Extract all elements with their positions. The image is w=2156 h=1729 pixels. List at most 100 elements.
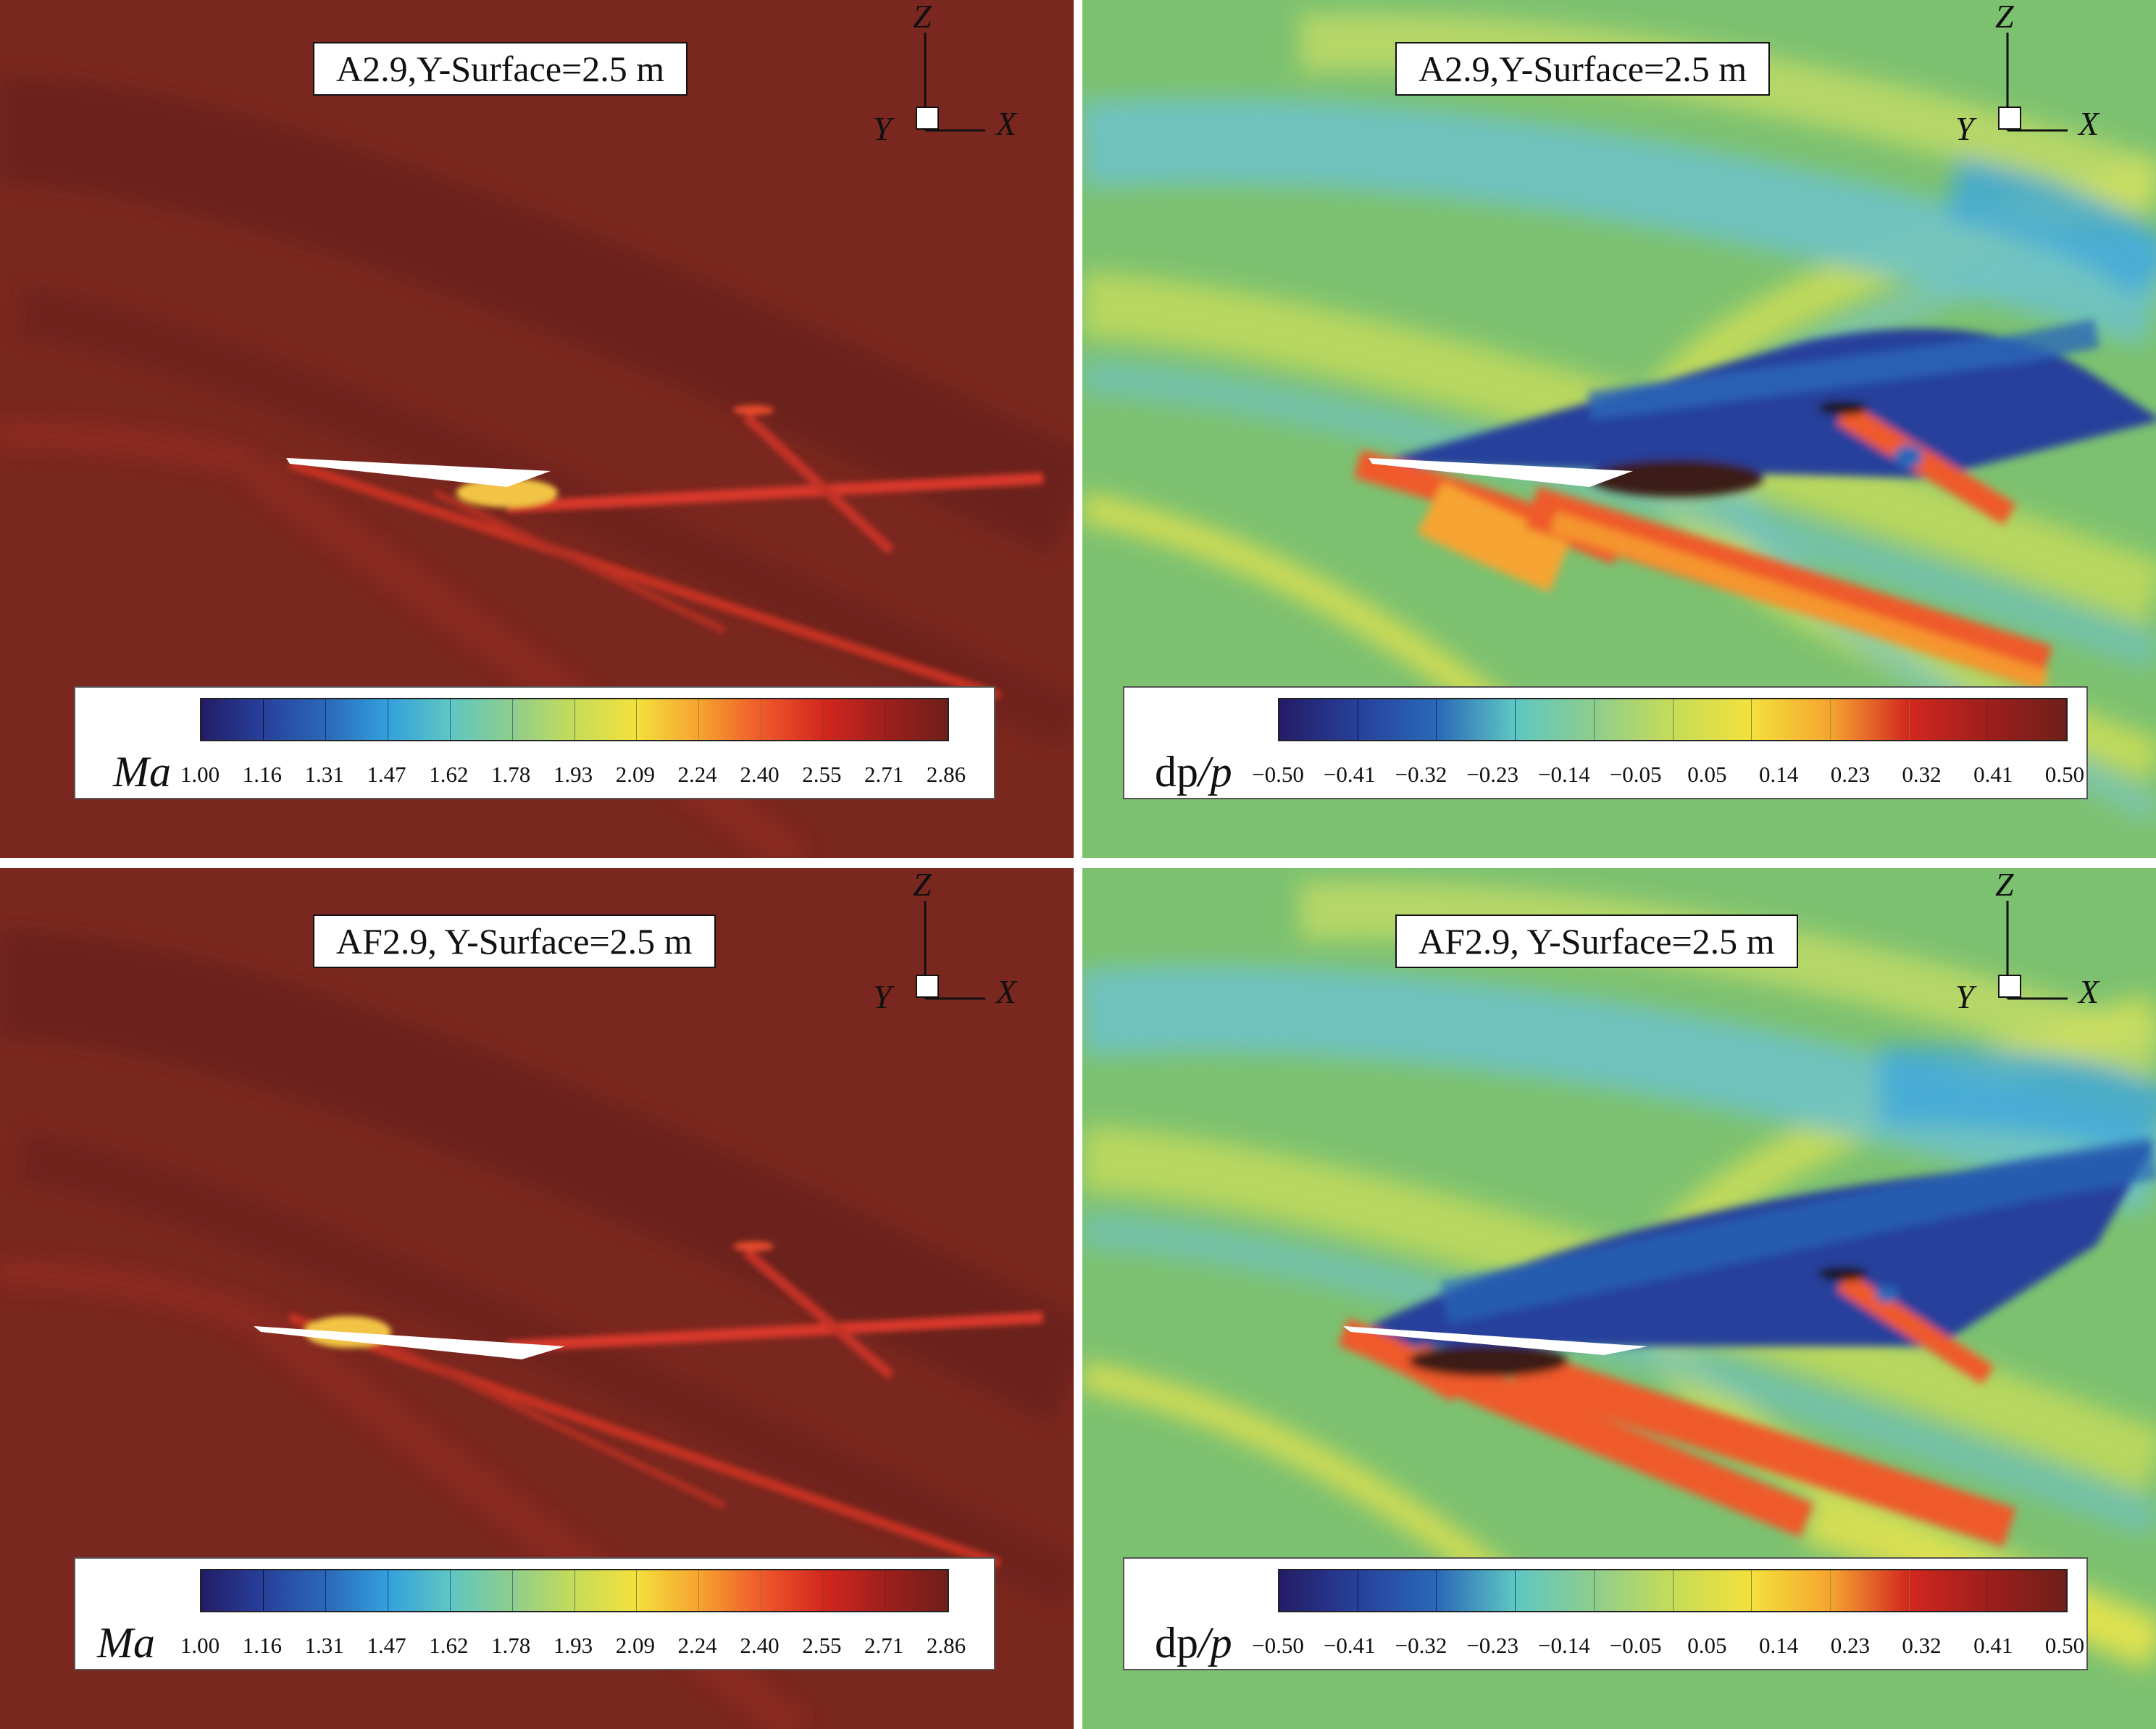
colorbar-tick-label: 0.14	[1758, 762, 1799, 787]
colorbar-segment	[388, 699, 451, 740]
colorbar-ticks: −0.50 −0.41 −0.32 −0.23 −0.14 −0.05 0.05 0.14 0.…	[1252, 760, 2084, 789]
colorbar-tick-label: 0.32	[1902, 762, 1942, 787]
z-axis-label: Z	[1995, 0, 2014, 35]
colorbar-tick-label: 2.71	[864, 1633, 904, 1658]
colorbar-tick-label: 2.40	[740, 1633, 780, 1658]
colorbar-segment	[699, 1570, 762, 1611]
colorbar-segment	[263, 699, 326, 740]
colorbar-tick-label: −0.14	[1538, 762, 1590, 787]
colorbar-segment	[574, 1570, 638, 1611]
colorbar-segment	[1437, 699, 1516, 740]
colorbar-segment	[201, 1570, 264, 1611]
colorbar-tick-label: 2.55	[802, 1633, 842, 1658]
mach-contour-panel-af29: AF2.9, Y-Surface=2.5 m Z Y X Ma 1.00 1.16…	[0, 868, 1074, 1729]
colorbar-segment	[1358, 1570, 1437, 1611]
colorbar-segment	[1988, 1570, 2067, 1611]
colorbar	[1278, 1569, 2068, 1612]
colorbar-segment	[1830, 1570, 1910, 1611]
colorbar-tick-label: 1.16	[242, 1633, 282, 1658]
colorbar-tick-label: −0.41	[1323, 762, 1376, 787]
colorbar-segment	[761, 1570, 824, 1611]
colorbar-segment	[761, 699, 824, 740]
colorbar-tick-label: 2.55	[802, 762, 842, 787]
colorbar-tick-label: −0.23	[1466, 1633, 1519, 1658]
colorbar-tick-label: −0.32	[1395, 1633, 1447, 1658]
colorbar-quantity-label: dp/p	[1155, 1619, 1232, 1667]
colorbar-quantity-label: Ma	[97, 1619, 155, 1667]
colorbar-tick-label: 1.31	[304, 762, 344, 787]
colorbar-tick-label: 0.23	[1830, 762, 1870, 787]
colorbar-segment	[1279, 699, 1358, 740]
colorbar-segment	[637, 699, 700, 740]
colorbar-segment	[1752, 1570, 1831, 1611]
colorbar-segment	[1594, 699, 1674, 740]
colorbar-segment	[1673, 699, 1752, 740]
colorbar-segment	[1909, 699, 1989, 740]
colorbar-tick-label: 0.05	[1687, 1633, 1727, 1658]
y-axis-label: Y	[1955, 978, 1974, 1015]
colorbar-tick-label: 1.62	[429, 1633, 469, 1658]
colorbar-ticks: −0.50 −0.41 −0.32 −0.23 −0.14 −0.05 0.05 0.14 0.…	[1252, 1631, 2084, 1660]
colorbar-tick-label: 2.71	[864, 762, 904, 787]
colorbar-tick-label: 2.24	[677, 762, 717, 787]
x-axis-label: X	[2078, 973, 2099, 1010]
colorbar-ticks: 1.00 1.16 1.31 1.47 1.62 1.78 1.93 2.09 2.24 2.40…	[180, 1631, 966, 1660]
colorbar-tick-label: −0.14	[1538, 1633, 1590, 1658]
colorbar-segment	[1752, 699, 1831, 740]
colorbar-segment	[512, 699, 575, 740]
pressure-colorbar-legend: dp/p −0.50 −0.41 −0.32 −0.23 −0.14 −0.05 0.05 0…	[1123, 686, 2088, 799]
colorbar-tick-label: 1.62	[429, 762, 469, 787]
colorbar-segment	[1437, 1570, 1516, 1611]
axes-triad: Z Y X	[1948, 868, 2115, 1014]
y-axis-label: Y	[1955, 110, 1974, 147]
colorbar-tick-label: 0.41	[1973, 1633, 2013, 1658]
axes-triad: Z Y X	[1948, 0, 2115, 146]
colorbar-tick-label: 2.09	[615, 1633, 655, 1658]
x-axis-label: X	[996, 105, 1017, 142]
colorbar-segment	[1516, 699, 1595, 740]
colorbar-tick-label: 1.93	[553, 1633, 593, 1658]
colorbar-segment	[886, 699, 948, 740]
colorbar-tick-label: −0.50	[1252, 1633, 1304, 1658]
colorbar-tick-label: 2.40	[740, 762, 780, 787]
colorbar-tick-label: 0.23	[1830, 1633, 1870, 1658]
colorbar-tick-label: −0.50	[1252, 762, 1304, 787]
colorbar-tick-label: −0.05	[1609, 1633, 1662, 1658]
colorbar-quantity-label: dp/p	[1155, 748, 1232, 796]
colorbar-segment	[1673, 1570, 1752, 1611]
colorbar-tick-label: 1.16	[242, 762, 282, 787]
colorbar-tick-label: 0.32	[1902, 1633, 1942, 1658]
z-axis-label: Z	[913, 868, 932, 903]
mach-colorbar-legend: Ma 1.00 1.16 1.31 1.47 1.62 1.78 1.93 2.09 2.24 2…	[74, 686, 995, 799]
pressure-colorbar-legend: dp/p −0.50 −0.41 −0.32 −0.23 −0.14 −0.05 0.05 0…	[1123, 1557, 2088, 1670]
colorbar-tick-label: 1.31	[304, 1633, 344, 1658]
x-axis-label: X	[996, 973, 1017, 1010]
colorbar	[1278, 698, 2068, 741]
pressure-contour-panel-a29: A2.9,Y-Surface=2.5 m Z Y X dp/p −0.50 −0.…	[1082, 0, 2156, 858]
colorbar-segment	[263, 1570, 326, 1611]
colorbar-segment	[1279, 1570, 1358, 1611]
colorbar-segment	[450, 699, 513, 740]
axes-triad: Z Y X	[866, 0, 1032, 146]
colorbar-tick-label: 2.24	[677, 1633, 717, 1658]
colorbar-tick-label: 2.86	[926, 1633, 966, 1658]
colorbar-tick-label: −0.05	[1609, 762, 1662, 787]
colorbar-tick-label: 2.09	[615, 762, 655, 787]
colorbar-segment	[1594, 1570, 1674, 1611]
mach-contour-panel-a29: A2.9,Y-Surface=2.5 m Z Y X Ma 1.00 1.16 1.…	[0, 0, 1074, 858]
colorbar-segment	[824, 699, 887, 740]
colorbar	[200, 1569, 949, 1612]
colorbar-tick-label: 1.00	[180, 1633, 220, 1658]
colorbar-segment	[1358, 699, 1437, 740]
colorbar-tick-label: 0.05	[1687, 762, 1727, 787]
colorbar-segment	[201, 699, 264, 740]
colorbar-segment	[388, 1570, 451, 1611]
colorbar-quantity-label: Ma	[113, 748, 171, 796]
colorbar-segment	[450, 1570, 513, 1611]
colorbar-tick-label: −0.32	[1395, 762, 1447, 787]
colorbar-segment	[824, 1570, 887, 1611]
colorbar-tick-label: −0.23	[1466, 762, 1519, 787]
colorbar-tick-label: 1.00	[180, 762, 220, 787]
colorbar-tick-label: 0.41	[1973, 762, 2013, 787]
colorbar-segment	[1516, 1570, 1595, 1611]
